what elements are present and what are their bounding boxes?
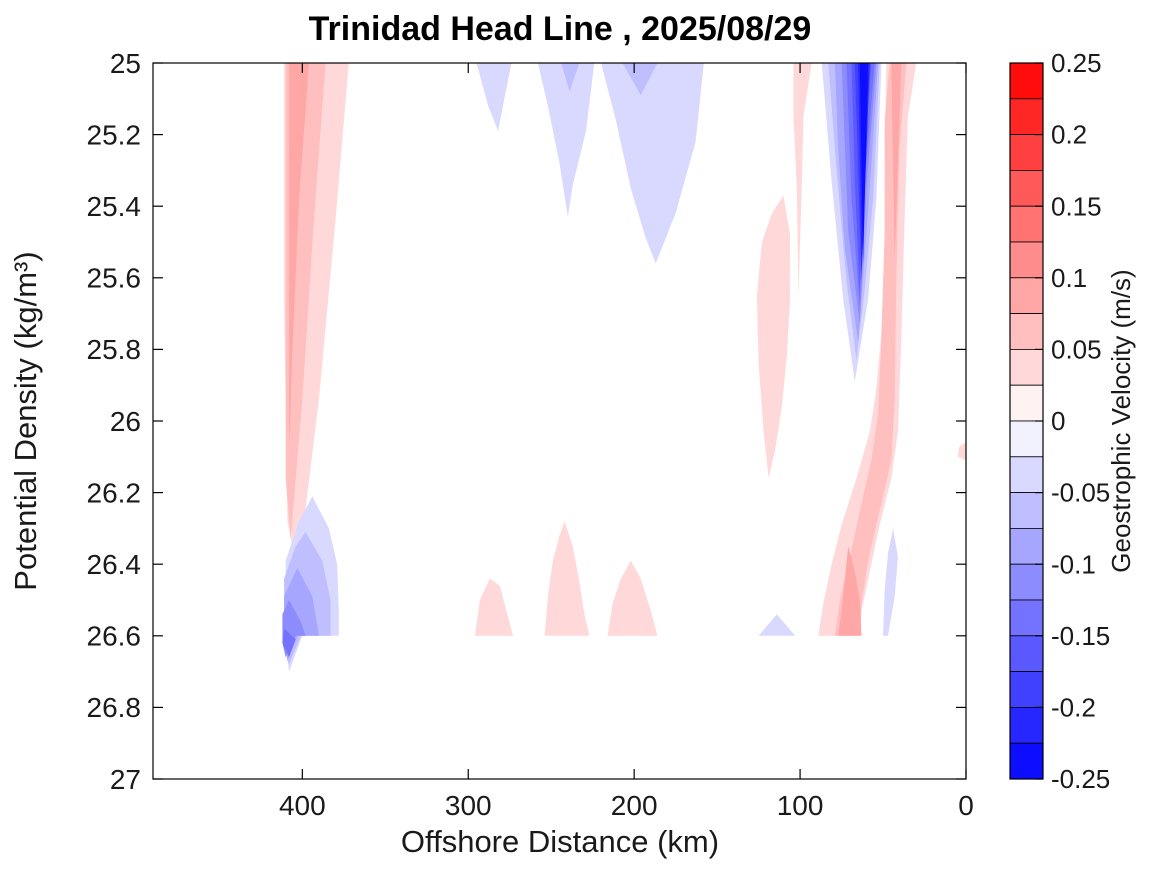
colorbar-band: [1009, 635, 1044, 672]
x-tick-label: 100: [777, 790, 824, 821]
colorbar-tick-label: 0.15: [1051, 191, 1102, 221]
contour-region-coastal-poleward-core-upper: [891, 63, 902, 260]
colorbar-band: [1009, 205, 1044, 243]
colorbar-tick-label: 0.25: [1051, 48, 1102, 78]
contour-region-deep-410km-equatorward-core: [282, 628, 296, 658]
contour-region-offshore-410km-poleward-core: [289, 63, 309, 450]
colorbar-band: [1009, 671, 1044, 708]
x-tick-label: 400: [279, 790, 326, 821]
colorbar-label: Geostrophic Velocity (m/s): [1106, 269, 1136, 572]
colorbar-band: [1009, 384, 1044, 422]
contour-region-coastal-poleward-core-deep: [838, 546, 862, 636]
chart-title: Trinidad Head Line , 2025/08/29: [309, 10, 812, 48]
contour-region-nearshore-mid-poleward-dot: [957, 442, 966, 461]
y-tick-label: 25.4: [87, 191, 142, 222]
contour-regions-layer: [282, 63, 966, 672]
y-tick-label: 26.2: [87, 477, 142, 508]
colorbar-band: [1009, 169, 1044, 207]
x-tick-label: 0: [958, 790, 974, 821]
colorbar-band: [1009, 742, 1044, 780]
y-tick-label: 25.2: [87, 119, 142, 150]
colorbar-band: [1009, 348, 1044, 386]
contour-region-nearshore-jet-band-10: [859, 63, 869, 264]
y-axis-label: Potential Density (kg/m³): [8, 251, 43, 590]
contour-region-deep-285km-poleward-bump: [474, 578, 513, 636]
y-tick-label: 25.6: [87, 263, 142, 294]
colorbar-band: [1009, 313, 1044, 350]
contour-region-deep-115km-equatorward-triangle: [758, 614, 796, 636]
colorbar-band: [1009, 98, 1044, 136]
colorbar-tick-label: 0.05: [1051, 335, 1102, 365]
colorbar-band: [1009, 420, 1044, 458]
colorbar-tick-label: 0.1: [1051, 263, 1087, 293]
x-axis-label: Offshore Distance (km): [401, 824, 719, 859]
contour-region-coastal-poleward-band-mid: [834, 63, 907, 636]
colorbar-tick-label: -0.05: [1051, 478, 1110, 508]
y-tick-label: 26.6: [87, 621, 142, 652]
contour-region-deep-242km-poleward-bump: [544, 521, 590, 636]
colorbar-band: [1009, 492, 1044, 529]
colorbar-tick-label: -0.1: [1051, 549, 1096, 579]
contour-region-deep-45km-equatorward-sliver: [883, 528, 898, 636]
colorbar-band: [1009, 456, 1044, 493]
colorbar: 0.25 0.2 0.15 0.1 0.05 0 -0.05 -0.1 -0.15 -0.2 -0.…: [1009, 48, 1110, 794]
colorbar-band: [1009, 134, 1044, 171]
contour-region-surface-190km-equatorward-core: [622, 63, 658, 96]
colorbar-band: [1009, 563, 1044, 601]
y-tick-label: 27: [110, 764, 141, 795]
contour-region-surface-190km-equatorward-outer: [601, 63, 704, 264]
contour-region-deep-202km-poleward-bump: [607, 560, 658, 636]
contour-region-surface-290km-equatorward-patch: [476, 63, 512, 131]
y-tick-label: 26.8: [87, 692, 142, 723]
x-tick-label: 300: [445, 790, 492, 821]
colorbar-tick-label: -0.15: [1051, 621, 1110, 651]
colorbar-tick-label: -0.2: [1051, 693, 1096, 723]
colorbar-band: [1009, 62, 1044, 100]
colorbar-band: [1009, 707, 1044, 744]
colorbar-tick-label: 0.2: [1051, 120, 1087, 150]
y-tick-label: 26: [110, 406, 141, 437]
contour-region-surface-240km-equatorward-outer: [537, 63, 595, 217]
y-tick-label: 25: [110, 48, 141, 79]
x-tick-label: 200: [611, 790, 658, 821]
contour-region-surface-240km-equatorward-core: [561, 63, 580, 92]
colorbar-tick-label: -0.25: [1051, 764, 1110, 794]
y-tick-label: 25.8: [87, 334, 142, 365]
colorbar-band: [1009, 277, 1044, 314]
colorbar-tick-label: 0: [1051, 406, 1065, 436]
colorbar-band: [1009, 528, 1044, 565]
contour-region-115km-poleward-patch: [756, 195, 791, 479]
contour-region-100km-poleward-spike: [793, 63, 812, 296]
y-tick-label: 26.4: [87, 549, 142, 580]
colorbar-band: [1009, 599, 1044, 637]
colorbar-band: [1009, 241, 1044, 279]
axis-ticks-layer: 400 300 200 100 0 25 25.2 25.4 25.6 25.8 26 26.2 26.…: [87, 48, 974, 821]
